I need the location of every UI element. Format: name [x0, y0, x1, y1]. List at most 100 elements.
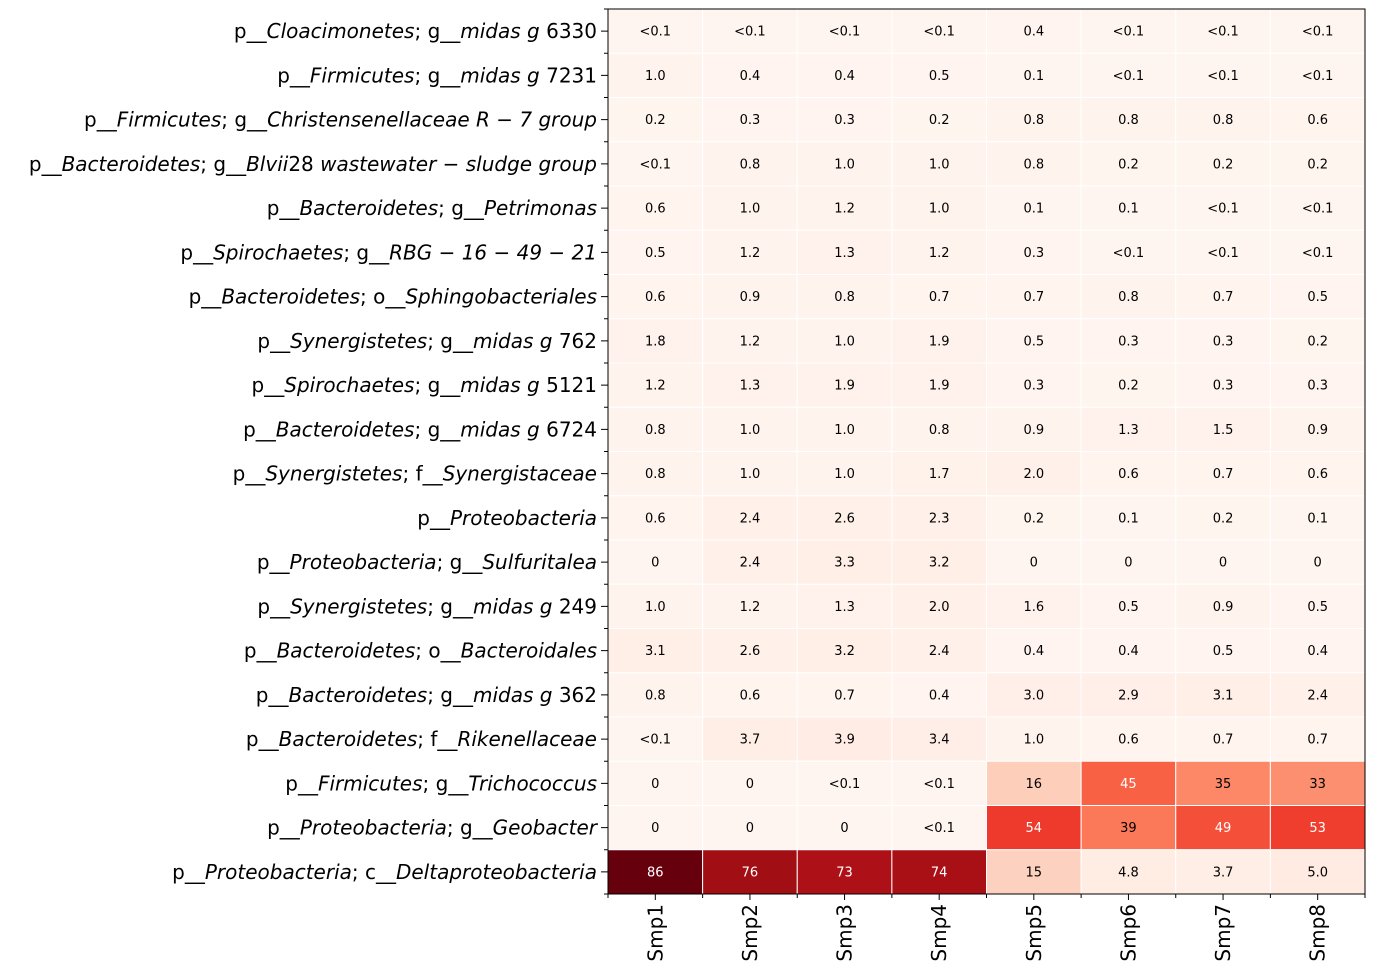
cell-value-label: <0.1	[1207, 69, 1239, 84]
cell-value-label: 0.8	[1023, 157, 1044, 172]
cell-value-label: 0.5	[929, 69, 950, 84]
heatmap-cell	[1175, 274, 1271, 320]
row-label: p__Firmicutes; g__midas g 7231	[277, 63, 597, 87]
row-label: p__Proteobacteria; g__Sulfuritalea	[257, 550, 597, 574]
cell-value-label: 3.1	[1213, 688, 1234, 703]
cell-value-label: 0	[1124, 556, 1132, 571]
cell-value-label: 3.9	[834, 733, 855, 748]
heatmap-cell	[1269, 185, 1366, 231]
cell-value-label: 74	[931, 865, 948, 880]
cell-value-label: 0.8	[740, 157, 761, 172]
heatmap-cell	[1269, 318, 1366, 364]
heatmap-cell	[702, 362, 798, 408]
cell-value-label: <0.1	[923, 821, 955, 836]
heatmap-cell	[607, 716, 704, 762]
heatmap-cell	[1080, 97, 1177, 143]
heatmap-cell	[986, 406, 1082, 452]
heatmap-cell	[796, 451, 893, 497]
cell-value-label: 0.2	[1118, 379, 1139, 394]
cell-value-label: 0.8	[1118, 113, 1139, 128]
heatmap-cell	[796, 672, 893, 718]
cell-value-label: 1.2	[740, 600, 761, 615]
heatmap-cell	[796, 628, 893, 674]
heatmap-cell	[891, 805, 987, 851]
heatmap-cell	[891, 583, 987, 629]
cell-value-label: <0.1	[1302, 25, 1334, 40]
cell-value-label: 0	[651, 777, 659, 792]
heatmap-cell	[1175, 406, 1271, 452]
cell-value-label: <0.1	[640, 733, 672, 748]
row-label: p__Bacteroidetes; f__Rikenellaceae	[246, 727, 597, 751]
cell-value-label: 2.4	[929, 644, 950, 659]
heatmap-cell	[891, 849, 987, 895]
cell-value-label: 3.3	[834, 556, 855, 571]
cell-value-label: <0.1	[1113, 246, 1145, 261]
cell-value-label: 1.2	[834, 202, 855, 217]
heatmap-cell	[607, 8, 704, 54]
cell-value-label: 0.1	[1023, 69, 1044, 84]
heatmap-cell	[702, 451, 798, 497]
heatmap-cell	[607, 274, 704, 320]
cell-value-label: 1.8	[645, 334, 666, 349]
cell-value-label: <0.1	[1207, 246, 1239, 261]
heatmap-cell	[796, 805, 893, 851]
heatmap-cell	[702, 229, 798, 275]
cell-value-label: 0.7	[929, 290, 950, 305]
heatmap-cell	[891, 628, 987, 674]
cell-value-label: 0.4	[1118, 644, 1139, 659]
cell-value-label: 1.0	[834, 157, 855, 172]
heatmap-cell	[796, 141, 893, 187]
cell-value-label: 3.0	[1023, 688, 1044, 703]
heatmap-cell	[1080, 760, 1177, 806]
cell-value-label: 0.5	[1307, 290, 1328, 305]
cell-value-label: 0.1	[1118, 202, 1139, 217]
heatmap-cell	[986, 274, 1082, 320]
row-label: p__Spirochaetes; g__RBG − 16 − 49 − 21	[180, 240, 597, 264]
cell-value-label: 0.8	[645, 467, 666, 482]
cell-value-label: 0.2	[1307, 334, 1328, 349]
cell-value-label: 0.9	[1023, 423, 1044, 438]
cell-value-label: 0.1	[1307, 511, 1328, 526]
cell-value-label: 0.4	[1023, 644, 1044, 659]
heatmap-cell	[1175, 805, 1271, 851]
cell-value-label: 5.0	[1307, 865, 1328, 880]
column-label: Smp1	[643, 904, 667, 962]
heatmap-cell	[1269, 849, 1366, 895]
cell-value-label: <0.1	[640, 25, 672, 40]
cell-value-label: 2.4	[1307, 688, 1328, 703]
heatmap-cell	[1080, 672, 1177, 718]
heatmap-cell	[702, 274, 798, 320]
axes	[601, 8, 1366, 900]
heatmap-cell	[1080, 406, 1177, 452]
cell-value-label: <0.1	[1207, 25, 1239, 40]
cell-value-label: 0.6	[740, 688, 761, 703]
heatmap-cell	[1269, 451, 1366, 497]
row-label: p__Bacteroidetes; g__Petrimonas	[267, 196, 597, 220]
row-label: p__Proteobacteria; c__Deltaproteobacteri…	[172, 860, 597, 884]
cell-value-label: <0.1	[829, 25, 861, 40]
heatmap-cells: <0.1 <0.1 <0.1 <0.1 0.4 <0.1 <0.1 <0.1 1.0 0.4 0.4…	[607, 8, 1366, 895]
heatmap-cell	[796, 406, 893, 452]
cell-value-label: 1.7	[929, 467, 950, 482]
cell-value-label: 0	[1030, 556, 1038, 571]
heatmap-cell	[986, 362, 1082, 408]
cell-value-label: 3.1	[645, 644, 666, 659]
heatmap-cell	[1080, 539, 1177, 585]
cell-value-label: 0.9	[1307, 423, 1328, 438]
heatmap-cell	[607, 628, 704, 674]
cell-value-label: 0.4	[929, 688, 950, 703]
heatmap-cell	[796, 274, 893, 320]
heatmap-cell	[891, 362, 987, 408]
heatmap-cell	[1269, 672, 1366, 718]
heatmap-cell	[1175, 628, 1271, 674]
heatmap-cell	[796, 716, 893, 762]
cell-value-label: 0.5	[1023, 334, 1044, 349]
cell-value-label: 2.4	[740, 511, 761, 526]
heatmap-cell	[607, 672, 704, 718]
cell-value-label: 1.2	[645, 379, 666, 394]
cell-value-label: 0.9	[740, 290, 761, 305]
cell-value-label: 0.7	[1213, 290, 1234, 305]
cell-value-label: 0.8	[645, 423, 666, 438]
cell-value-label: 0.8	[1118, 290, 1139, 305]
